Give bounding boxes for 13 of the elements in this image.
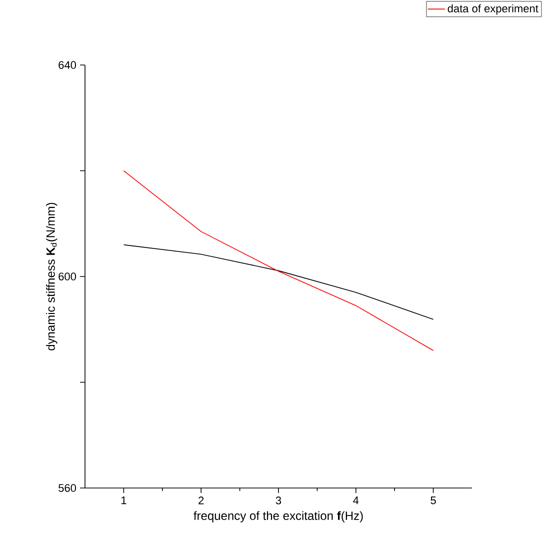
x-tick-label: 5 (430, 496, 436, 504)
y-tick-label: 600 (58, 272, 76, 280)
y-axis-title: dynamic stiffness K$_{d}$(N/mm) (46, 202, 58, 350)
x-tick-label: 2 (198, 496, 204, 504)
x-tick-label: 4 (353, 496, 359, 504)
x-axis-title: frequency of the excitation f(Hz) (194, 511, 363, 522)
x-tick-label: 1 (121, 496, 126, 504)
line-series (123, 244, 434, 320)
y-tick-label: 640 (58, 61, 76, 69)
y-tick-label: 560 (58, 484, 76, 492)
x-tick-label: 3 (276, 496, 282, 504)
line-series (123, 170, 434, 351)
legend-label: data of experiment (448, 4, 538, 15)
